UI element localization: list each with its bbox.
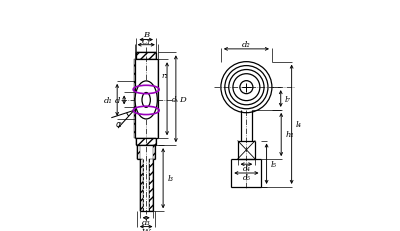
- Text: C₁: C₁: [142, 38, 151, 46]
- Text: h₁: h₁: [286, 131, 294, 139]
- Text: D: D: [180, 95, 186, 103]
- Text: r₁: r₁: [161, 72, 168, 80]
- Text: dₖ: dₖ: [172, 95, 179, 103]
- Ellipse shape: [142, 93, 150, 108]
- Text: d₃: d₃: [142, 219, 150, 226]
- Text: $\alpha$: $\alpha$: [115, 119, 122, 128]
- Text: l₄: l₄: [296, 121, 302, 129]
- Text: d₁: d₁: [104, 97, 113, 104]
- Text: W: W: [142, 227, 150, 231]
- Text: l₇: l₇: [285, 95, 291, 103]
- Text: d₅: d₅: [242, 173, 250, 181]
- Text: B: B: [143, 31, 149, 39]
- Text: d₄: d₄: [242, 165, 250, 173]
- Text: l₅: l₅: [270, 160, 276, 168]
- Text: d₂: d₂: [242, 41, 251, 49]
- Text: d: d: [114, 97, 120, 104]
- Text: l₃: l₃: [167, 174, 173, 182]
- Ellipse shape: [135, 82, 157, 119]
